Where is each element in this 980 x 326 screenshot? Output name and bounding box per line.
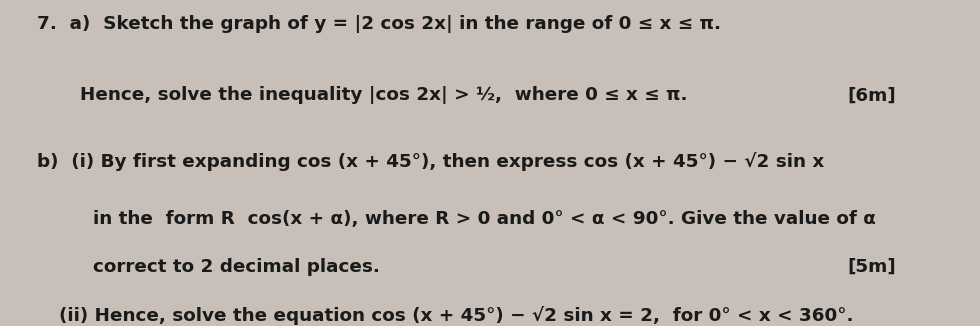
Text: [5m]: [5m] xyxy=(848,258,897,275)
Text: (ii) Hence, solve the equation cos (x + 45°) − √2 sin x = 2,  for 0° < x < 360°.: (ii) Hence, solve the equation cos (x + … xyxy=(59,306,854,325)
Text: correct to 2 decimal places.: correct to 2 decimal places. xyxy=(93,258,380,275)
Text: [6m]: [6m] xyxy=(848,86,897,104)
Text: Hence, solve the inequality |cos 2x| > ½,  where 0 ≤ x ≤ π.: Hence, solve the inequality |cos 2x| > ½… xyxy=(80,86,688,104)
Text: in the  form R  cos(x + α), where R > 0 and 0° < α < 90°. Give the value of α: in the form R cos(x + α), where R > 0 an… xyxy=(93,210,876,228)
Text: b)  (i) By first expanding cos (x + 45°), then express cos (x + 45°) − √2 sin x: b) (i) By first expanding cos (x + 45°),… xyxy=(37,152,824,170)
Text: 7.  a)  Sketch the graph of y = |2 cos 2x| in the range of 0 ≤ x ≤ π.: 7. a) Sketch the graph of y = |2 cos 2x|… xyxy=(37,15,721,33)
